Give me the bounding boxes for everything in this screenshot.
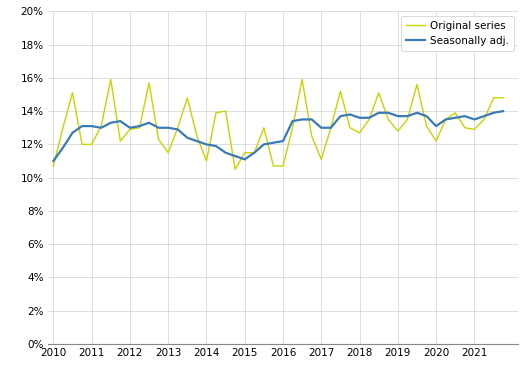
Original series bbox=[251, 150, 258, 155]
Original series bbox=[433, 139, 439, 143]
Original series bbox=[481, 117, 487, 122]
Original series bbox=[270, 164, 277, 168]
Original series bbox=[500, 96, 506, 100]
Original series bbox=[117, 139, 123, 143]
Seasonally adj. bbox=[213, 144, 219, 148]
Original series bbox=[318, 157, 324, 162]
Seasonally adj. bbox=[203, 142, 209, 147]
Seasonally adj. bbox=[280, 139, 286, 143]
Original series bbox=[414, 82, 420, 87]
Seasonally adj. bbox=[318, 125, 324, 130]
Line: Seasonally adj.: Seasonally adj. bbox=[53, 111, 503, 161]
Seasonally adj. bbox=[60, 146, 66, 150]
Original series bbox=[50, 164, 57, 168]
Seasonally adj. bbox=[50, 159, 57, 163]
Original series bbox=[327, 125, 334, 130]
Seasonally adj. bbox=[117, 119, 123, 123]
Original series bbox=[357, 130, 363, 135]
Original series bbox=[385, 117, 391, 122]
Original series bbox=[175, 125, 181, 130]
Seasonally adj. bbox=[462, 114, 468, 118]
Seasonally adj. bbox=[299, 117, 305, 122]
Seasonally adj. bbox=[338, 114, 344, 118]
Original series bbox=[203, 159, 209, 163]
Seasonally adj. bbox=[98, 125, 104, 130]
Seasonally adj. bbox=[423, 114, 430, 118]
Original series bbox=[490, 96, 497, 100]
Original series bbox=[366, 117, 372, 122]
Original series bbox=[232, 167, 239, 172]
Original series bbox=[395, 129, 401, 133]
Original series bbox=[127, 127, 133, 132]
Original series bbox=[289, 125, 296, 130]
Original series bbox=[261, 125, 267, 130]
Legend: Original series, Seasonally adj.: Original series, Seasonally adj. bbox=[401, 15, 514, 51]
Original series bbox=[88, 142, 95, 147]
Seasonally adj. bbox=[490, 110, 497, 115]
Seasonally adj. bbox=[222, 150, 229, 155]
Seasonally adj. bbox=[452, 116, 459, 120]
Original series bbox=[136, 125, 143, 130]
Seasonally adj. bbox=[184, 135, 190, 140]
Original series bbox=[338, 89, 344, 93]
Seasonally adj. bbox=[308, 117, 315, 122]
Seasonally adj. bbox=[251, 150, 258, 155]
Seasonally adj. bbox=[107, 121, 114, 125]
Seasonally adj. bbox=[156, 125, 162, 130]
Original series bbox=[156, 137, 162, 142]
Seasonally adj. bbox=[242, 157, 248, 162]
Seasonally adj. bbox=[366, 116, 372, 120]
Original series bbox=[443, 117, 449, 122]
Original series bbox=[98, 124, 104, 129]
Seasonally adj. bbox=[443, 117, 449, 122]
Seasonally adj. bbox=[433, 124, 439, 129]
Original series bbox=[471, 127, 478, 132]
Seasonally adj. bbox=[79, 124, 85, 129]
Original series bbox=[69, 91, 76, 95]
Original series bbox=[423, 124, 430, 129]
Seasonally adj. bbox=[146, 121, 152, 125]
Line: Original series: Original series bbox=[53, 79, 503, 169]
Original series bbox=[452, 110, 459, 115]
Original series bbox=[222, 109, 229, 113]
Seasonally adj. bbox=[395, 114, 401, 118]
Seasonally adj. bbox=[261, 142, 267, 147]
Seasonally adj. bbox=[194, 139, 200, 143]
Seasonally adj. bbox=[404, 114, 411, 118]
Seasonally adj. bbox=[500, 109, 506, 113]
Seasonally adj. bbox=[471, 117, 478, 122]
Original series bbox=[376, 91, 382, 95]
Original series bbox=[60, 125, 66, 130]
Original series bbox=[299, 77, 305, 82]
Seasonally adj. bbox=[165, 125, 171, 130]
Original series bbox=[79, 142, 85, 147]
Seasonally adj. bbox=[414, 110, 420, 115]
Original series bbox=[146, 81, 152, 85]
Original series bbox=[194, 134, 200, 138]
Seasonally adj. bbox=[481, 114, 487, 118]
Seasonally adj. bbox=[69, 130, 76, 135]
Original series bbox=[280, 164, 286, 168]
Seasonally adj. bbox=[289, 119, 296, 123]
Original series bbox=[308, 134, 315, 138]
Seasonally adj. bbox=[88, 124, 95, 129]
Seasonally adj. bbox=[347, 112, 353, 117]
Original series bbox=[213, 110, 219, 115]
Seasonally adj. bbox=[127, 125, 133, 130]
Seasonally adj. bbox=[376, 110, 382, 115]
Original series bbox=[347, 125, 353, 130]
Original series bbox=[165, 150, 171, 155]
Seasonally adj. bbox=[327, 125, 334, 130]
Seasonally adj. bbox=[175, 127, 181, 132]
Seasonally adj. bbox=[357, 116, 363, 120]
Original series bbox=[242, 150, 248, 155]
Seasonally adj. bbox=[136, 124, 143, 129]
Original series bbox=[184, 96, 190, 100]
Seasonally adj. bbox=[385, 110, 391, 115]
Seasonally adj. bbox=[270, 141, 277, 145]
Original series bbox=[107, 77, 114, 82]
Original series bbox=[404, 117, 411, 122]
Seasonally adj. bbox=[232, 154, 239, 158]
Original series bbox=[462, 125, 468, 130]
